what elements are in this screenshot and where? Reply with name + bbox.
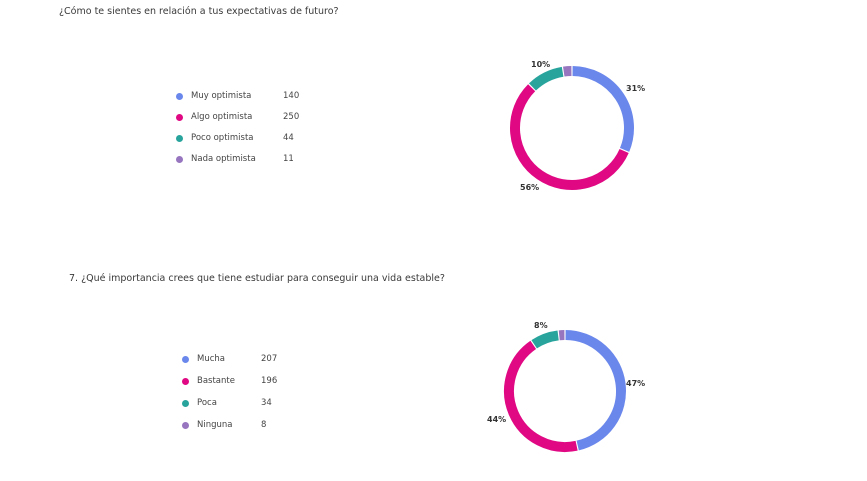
legend-dot-icon: [176, 156, 183, 163]
legend-count: 8: [261, 420, 267, 430]
question-title-1: ¿Cómo te sientes en relación a tus expec…: [59, 6, 339, 17]
percent-label: 56%: [520, 183, 539, 192]
legend-1: Muy optimista 140 Algo optimista 250 Poc…: [176, 91, 316, 171]
donut-slice-nada-optimista: [563, 66, 572, 77]
question-title-2: 7. ¿Qué importancia crees que tiene estu…: [69, 273, 445, 284]
legend-dot-icon: [182, 378, 189, 385]
legend-label: Mucha: [197, 354, 225, 364]
legend-dot-icon: [182, 356, 189, 363]
legend-count: 250: [283, 112, 300, 122]
legend-dot-icon: [176, 135, 183, 142]
legend-dot-icon: [182, 422, 189, 429]
legend-label: Algo optimista: [191, 112, 253, 122]
legend-label: Muy optimista: [191, 91, 252, 101]
legend-label: Bastante: [197, 376, 235, 386]
donut-slice-muy-optimista: [572, 66, 634, 152]
legend-count: 11: [283, 154, 294, 164]
percent-label: 44%: [487, 415, 506, 424]
legend-label: Poco optimista: [191, 133, 254, 143]
legend-2: Mucha 207 Bastante 196 Poca 34 Ninguna 8: [182, 354, 322, 434]
legend-count: 44: [283, 133, 294, 143]
legend-label: Poca: [197, 398, 217, 408]
legend-dot-icon: [176, 114, 183, 121]
donut-slice-poca: [531, 330, 559, 349]
percent-label: 31%: [626, 84, 645, 93]
percent-label: 8%: [534, 321, 548, 330]
legend-label: Nada optimista: [191, 154, 256, 164]
legend-count: 207: [261, 354, 278, 364]
legend-dot-icon: [182, 400, 189, 407]
legend-label: Ninguna: [197, 420, 233, 430]
donut-slice-bastante: [504, 340, 578, 452]
donut-slice-poco-optimista: [528, 66, 564, 91]
percent-label: 10%: [531, 60, 550, 69]
donut-slice-mucha: [565, 330, 626, 451]
legend-count: 34: [261, 398, 272, 408]
legend-dot-icon: [176, 93, 183, 100]
percent-label: 47%: [626, 379, 645, 388]
legend-count: 140: [283, 91, 300, 101]
donut-slice-algo-optimista: [510, 84, 629, 190]
legend-count: 196: [261, 376, 278, 386]
